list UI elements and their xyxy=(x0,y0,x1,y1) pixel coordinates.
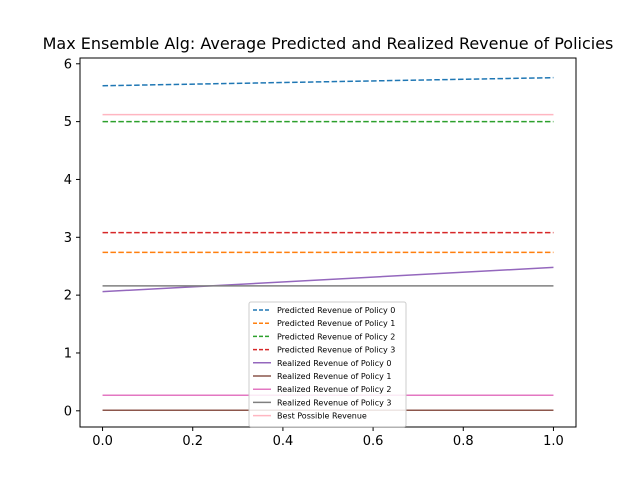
legend-label-2: Predicted Revenue of Policy 2 xyxy=(277,332,395,341)
legend: Predicted Revenue of Policy 0 Predicted R… xyxy=(248,301,407,428)
legend-label-4: Realized Revenue of Policy 0 xyxy=(277,359,392,368)
y-tick-label: 0 xyxy=(64,404,72,419)
y-tick-label: 5 xyxy=(64,115,72,130)
x-tick-label: 0.2 xyxy=(182,434,203,449)
legend-label-0: Predicted Revenue of Policy 0 xyxy=(277,306,395,315)
legend-label-7: Realized Revenue of Policy 3 xyxy=(277,398,392,407)
series-line-0 xyxy=(102,76,554,87)
x-tick-label: 0.4 xyxy=(273,434,294,449)
y-tick-label: 3 xyxy=(64,231,72,246)
series-layer xyxy=(102,76,554,411)
y-tick-label: 1 xyxy=(64,346,72,361)
series-line-4 xyxy=(102,266,554,293)
x-tick-label: 0.8 xyxy=(453,434,474,449)
y-tick-label: 4 xyxy=(64,173,72,188)
x-tick-label: 1.0 xyxy=(543,434,564,449)
chart-title: Max Ensemble Alg: Average Predicted and … xyxy=(43,34,614,53)
legend-label-3: Predicted Revenue of Policy 3 xyxy=(277,346,395,355)
legend-label-5: Realized Revenue of Policy 1 xyxy=(277,372,392,381)
legend-label-6: Realized Revenue of Policy 2 xyxy=(277,385,392,394)
y-tick-label: 2 xyxy=(64,289,72,304)
x-tick-label: 0.6 xyxy=(363,434,384,449)
legend-label-8: Best Possible Revenue xyxy=(277,412,367,421)
x-axis: 0.0 0.2 0.4 0.6 0.8 1.0 xyxy=(92,427,564,449)
legend-box xyxy=(248,301,407,428)
x-tick-label: 0.0 xyxy=(92,434,113,449)
legend-label-1: Predicted Revenue of Policy 1 xyxy=(277,319,395,328)
y-tick-label: 6 xyxy=(64,57,72,72)
y-axis: 0 1 2 3 4 5 6 xyxy=(64,57,80,419)
